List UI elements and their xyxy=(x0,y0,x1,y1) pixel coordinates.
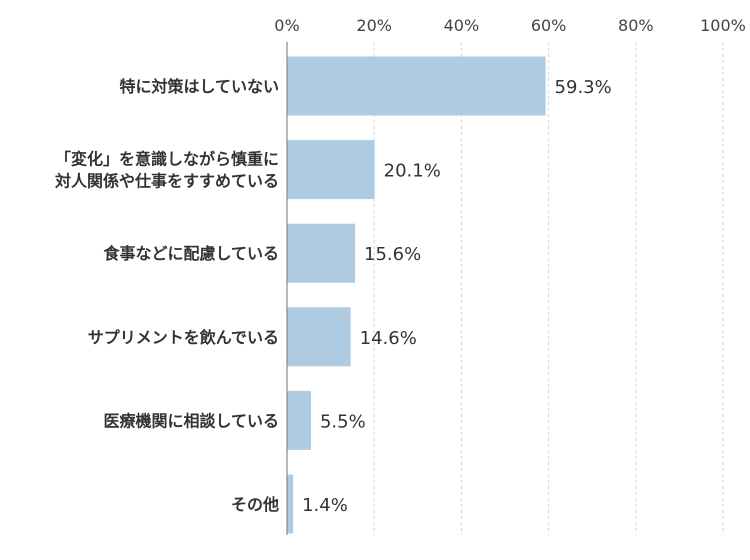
category-label: サプリメントを飲んでいる xyxy=(88,328,279,347)
gridlines xyxy=(373,42,724,535)
bar xyxy=(287,56,546,116)
bar xyxy=(287,140,375,200)
x-tick-label: 60% xyxy=(531,16,567,35)
category-label: 対人関係や仕事をすすめている xyxy=(54,172,279,191)
bar xyxy=(287,474,294,534)
data-label: 14.6% xyxy=(360,328,417,349)
data-label: 59.3% xyxy=(555,77,612,98)
bar xyxy=(287,390,311,450)
data-label: 20.1% xyxy=(384,161,441,182)
category-label: 特に対策はしていない xyxy=(119,77,279,96)
category-label: 「変化」を意識しながら慎重に xyxy=(55,150,279,169)
x-tick-label: 40% xyxy=(444,16,480,35)
bars xyxy=(287,56,546,534)
data-label: 15.6% xyxy=(364,244,421,265)
bar xyxy=(287,223,356,283)
category-label: その他 xyxy=(231,495,279,514)
bar xyxy=(287,307,351,367)
data-label: 5.5% xyxy=(320,411,366,432)
data-label: 1.4% xyxy=(302,495,348,516)
data-labels: 59.3% 20.1% 15.6% 14.6% 5.5% 1.4% xyxy=(302,77,612,516)
category-label: 食事などに配慮している xyxy=(102,244,279,263)
x-tick-label: 80% xyxy=(618,16,654,35)
x-tick-label: 0% xyxy=(274,16,299,35)
x-axis-ticks: 0% 20% 40% 60% 80% 100% xyxy=(274,16,746,35)
x-tick-label: 20% xyxy=(356,16,392,35)
x-tick-label: 100% xyxy=(700,16,746,35)
category-label: 医療機関に相談している xyxy=(103,411,279,430)
category-labels: 特に対策はしていない「変化」を意識しながら慎重に対人関係や仕事をすすめている食事… xyxy=(54,77,279,514)
